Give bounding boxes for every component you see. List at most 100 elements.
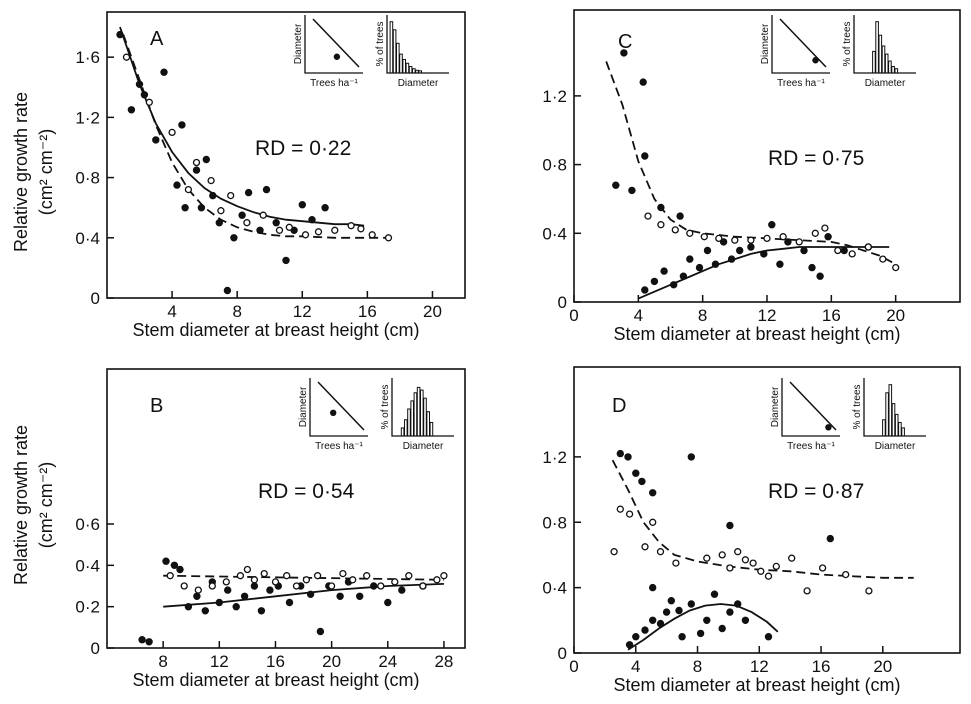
inset-y-label: Diameter xyxy=(770,386,781,427)
data-point-filled xyxy=(240,592,249,600)
x-tick-label: 20 xyxy=(322,652,341,671)
inset-trend-line xyxy=(312,18,360,68)
data-point-filled xyxy=(250,582,259,590)
inset-stand-point xyxy=(330,409,337,416)
data-point-open xyxy=(741,556,750,564)
x-tick-label: 12 xyxy=(293,302,312,321)
data-point-open xyxy=(700,233,708,241)
data-point-open xyxy=(734,548,742,556)
data-point-filled xyxy=(612,181,620,189)
data-point-open xyxy=(749,559,757,567)
data-point-open xyxy=(145,98,153,106)
data-point-filled xyxy=(649,583,657,592)
y-tick-label: 0·4 xyxy=(75,229,100,248)
fit-curve-solid xyxy=(119,26,365,227)
data-point-open xyxy=(271,578,280,586)
panel-b: 0 0·2 0·4 0·6 8 12 16 20 24 28 Stem diameter at br… xyxy=(75,368,466,690)
inset-x-label: Trees ha⁻¹ xyxy=(310,78,358,89)
data-point-open xyxy=(391,578,399,586)
data-point-open xyxy=(803,587,811,595)
data-point-filled xyxy=(192,166,201,174)
data-point-filled xyxy=(776,260,784,268)
inset-hist-y-label: % of trees xyxy=(842,21,853,66)
inset-hist-bar xyxy=(872,50,876,74)
data-point-open xyxy=(168,128,176,137)
x-tick-label: 16 xyxy=(358,302,377,321)
inset-hist-bar xyxy=(410,400,414,437)
data-point-filled xyxy=(201,607,210,615)
data-point-open xyxy=(616,505,624,513)
data-point-filled xyxy=(370,582,378,590)
x-tick-label: 4 xyxy=(634,306,643,325)
inset-y-label: Diameter xyxy=(298,386,309,427)
inset-stand-point xyxy=(825,424,832,431)
data-point-open xyxy=(641,543,649,551)
y-axis-label-top-line1: Relative growth rate xyxy=(11,92,31,252)
data-point-filled xyxy=(710,590,719,598)
data-point-open xyxy=(347,222,355,230)
data-point-open xyxy=(649,518,657,526)
inset-x-label: Trees ha⁻¹ xyxy=(777,78,825,89)
data-point-filled xyxy=(215,598,224,607)
data-point-open xyxy=(243,565,252,574)
data-point-filled xyxy=(719,238,728,246)
data-point-filled xyxy=(657,203,665,212)
inset-trend-line xyxy=(789,381,837,431)
data-point-open xyxy=(625,510,634,518)
inset-hist-x-label: Diameter xyxy=(403,441,444,452)
x-tick-label: 12 xyxy=(210,652,229,671)
data-point-open xyxy=(180,582,188,590)
inset-hist-bar xyxy=(402,59,406,74)
panel-letter: D xyxy=(612,395,626,417)
data-point-open xyxy=(339,569,347,578)
data-point-open xyxy=(419,582,427,590)
x-axis-label: Stem diameter at breast height (cm) xyxy=(132,320,419,340)
data-point-open xyxy=(405,572,413,580)
data-point-filled xyxy=(625,641,634,649)
data-point-open xyxy=(842,570,850,579)
x-tick-label: 0 xyxy=(569,657,578,676)
inset-hist-y-label: % of trees xyxy=(375,21,386,66)
y-tick-label: 0·4 xyxy=(542,579,567,598)
data-point-filled xyxy=(266,586,274,594)
y-tick-label: 0·8 xyxy=(542,156,567,175)
x-tick-label: 8 xyxy=(158,652,167,671)
inset-hist-bar xyxy=(888,60,892,74)
x-tick-label: 16 xyxy=(812,657,831,676)
data-point-filled xyxy=(173,181,181,189)
inset-trend-line xyxy=(779,18,827,68)
x-tick-label: 8 xyxy=(693,657,702,676)
data-point-open xyxy=(285,223,293,231)
inset-hist-bar xyxy=(878,34,883,74)
inset-hist-x-label: Diameter xyxy=(865,78,906,89)
data-point-filled xyxy=(238,211,246,219)
data-point-open xyxy=(331,226,339,234)
panel-letter: B xyxy=(150,395,163,417)
y-axis-label-bottom-line1: Relative growth rate xyxy=(11,425,31,585)
data-point-filled xyxy=(632,633,640,641)
inset-hist-bar xyxy=(392,29,397,74)
inset-hist-bar xyxy=(888,384,893,437)
data-point-open xyxy=(122,53,131,61)
inset-hist-y-label: % of trees xyxy=(380,384,391,429)
data-point-open xyxy=(772,562,780,571)
data-point-open xyxy=(363,572,371,580)
inset-y-label: Diameter xyxy=(760,23,771,64)
data-point-filled xyxy=(679,272,688,280)
data-point-filled xyxy=(285,598,294,607)
data-point-open xyxy=(250,576,259,584)
data-point-filled xyxy=(703,616,711,624)
data-point-filled xyxy=(800,246,808,255)
data-point-filled xyxy=(336,592,344,600)
data-point-open xyxy=(357,225,365,233)
inset-hist-bar xyxy=(901,427,905,437)
data-point-open xyxy=(834,246,842,255)
y-tick-label: 1·2 xyxy=(542,448,567,467)
inset-hist-bar xyxy=(423,397,427,437)
data-point-open xyxy=(821,224,829,232)
data-point-filled xyxy=(162,557,170,565)
data-point-open xyxy=(292,582,301,590)
data-point-open xyxy=(349,576,357,584)
x-tick-label: 12 xyxy=(750,657,769,676)
